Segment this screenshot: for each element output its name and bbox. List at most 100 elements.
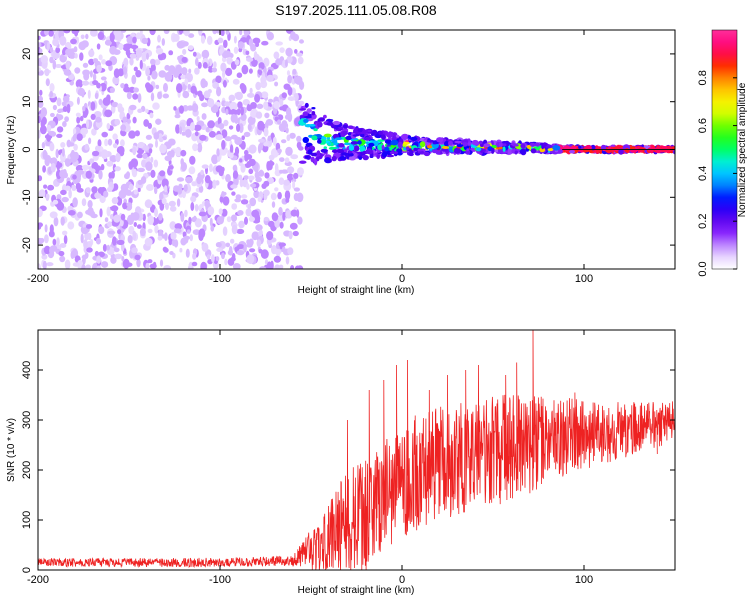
heatmap-cell xyxy=(38,42,42,48)
heatmap-cell xyxy=(243,175,249,180)
heatmap-cell xyxy=(133,189,138,195)
heatmap-cell xyxy=(74,67,81,74)
heatmap-cell xyxy=(132,116,137,124)
heatmap-cell xyxy=(145,262,150,269)
heatmap-cell xyxy=(252,37,261,44)
heatmap-cell xyxy=(273,255,282,263)
heatmap-cell xyxy=(52,38,59,47)
heatmap-cell xyxy=(181,131,186,136)
heatmap-cell xyxy=(147,215,154,225)
heatmap-cell xyxy=(221,139,226,150)
heatmap-cell xyxy=(225,108,229,116)
heatmap-cell xyxy=(58,250,65,257)
heatmap-cell xyxy=(311,111,316,116)
heatmap-cell xyxy=(286,107,292,117)
heatmap-cell xyxy=(109,45,117,55)
heatmap-cell xyxy=(47,124,52,132)
heatmap-cell xyxy=(150,63,156,73)
heatmap-cell xyxy=(198,211,207,217)
heatmap-cell xyxy=(236,72,243,78)
heatmap-cell xyxy=(52,199,59,205)
heatmap-cell xyxy=(75,79,83,89)
heatmap-cell xyxy=(255,81,262,91)
heatmap-cell xyxy=(248,175,255,181)
heatmap-cell xyxy=(87,232,92,241)
heatmap-cell xyxy=(183,30,190,37)
heatmap-cell xyxy=(48,130,56,136)
heatmap-cell xyxy=(381,145,385,150)
heatmap-cell xyxy=(84,252,89,259)
heatmap-cell xyxy=(76,133,83,142)
heatmap-cell xyxy=(365,149,374,155)
heatmap-cell xyxy=(263,189,270,197)
colorbar-gradient xyxy=(712,30,737,269)
heatmap-cell xyxy=(120,139,125,147)
heatmap-cell xyxy=(169,251,174,255)
heatmap-cell xyxy=(163,82,168,93)
heatmap-cell xyxy=(362,155,369,161)
heatmap-cell xyxy=(200,78,207,89)
heatmap-cell xyxy=(234,114,238,124)
heatmap-cell xyxy=(348,152,354,157)
heatmap-cell xyxy=(211,154,219,165)
heatmap-cell xyxy=(157,235,163,241)
heatmap-cell xyxy=(128,161,134,170)
heatmap-cell xyxy=(63,234,68,245)
heatmap-cell xyxy=(135,70,142,78)
heatmap-cell xyxy=(150,58,156,66)
heatmap-cell xyxy=(233,46,239,54)
heatmap-cell xyxy=(114,118,121,126)
heatmap-cell xyxy=(142,153,148,160)
heatmap-cell xyxy=(123,57,129,67)
heatmap-cell xyxy=(208,131,216,138)
heatmap-cell xyxy=(72,179,80,184)
heatmap-cell xyxy=(144,199,153,209)
heatmap-cell xyxy=(386,154,395,158)
heatmap-cell xyxy=(248,68,253,74)
heatmap-cell xyxy=(46,262,54,267)
heatmap-cell xyxy=(246,57,254,62)
heatmap-cell xyxy=(106,206,111,217)
heatmap-cell xyxy=(235,91,243,101)
heatmap-cell xyxy=(52,238,57,246)
heatmap-cell xyxy=(296,265,304,269)
heatmap-cell xyxy=(327,142,331,146)
heatmap-cell xyxy=(255,42,260,48)
heatmap-cell xyxy=(181,41,189,47)
heatmap-cell xyxy=(240,199,249,205)
heatmap-cell xyxy=(268,220,275,228)
heatmap-cell xyxy=(175,124,181,134)
heatmap-cell xyxy=(188,216,192,225)
heatmap-cell xyxy=(236,250,245,256)
heatmap-cell xyxy=(40,107,48,118)
heatmap-cell xyxy=(151,70,158,80)
heatmap-cell xyxy=(122,202,128,210)
heatmap-cell xyxy=(163,265,172,269)
heatmap-cell xyxy=(444,140,450,147)
y-tick-label: 0 xyxy=(21,567,33,573)
heatmap-cell xyxy=(292,180,296,189)
heatmap-cell xyxy=(288,230,293,240)
heatmap-cell xyxy=(317,121,323,128)
x-tick-label: 100 xyxy=(575,273,593,285)
heatmap-cell xyxy=(41,254,48,260)
snr-xlabel: Height of straight line (km) xyxy=(298,585,415,596)
heatmap-cell xyxy=(436,137,444,143)
heatmap-cell xyxy=(173,185,180,192)
heatmap-cell xyxy=(386,132,394,138)
heatmap-cell xyxy=(97,187,104,194)
heatmap-cell xyxy=(128,183,134,191)
heatmap-cell xyxy=(197,90,203,97)
heatmap-cell xyxy=(221,252,225,260)
heatmap-cell xyxy=(417,148,424,152)
heatmap-cell xyxy=(123,86,131,93)
heatmap-cell xyxy=(299,115,306,119)
heatmap-cell xyxy=(321,135,326,140)
heatmap-cell xyxy=(69,151,77,160)
heatmap-cell xyxy=(42,260,47,269)
heatmap-cell xyxy=(569,150,575,154)
heatmap-cell xyxy=(212,81,220,89)
heatmap-cell xyxy=(290,154,299,160)
heatmap-cell xyxy=(104,109,113,118)
heatmap-cell xyxy=(147,259,153,264)
